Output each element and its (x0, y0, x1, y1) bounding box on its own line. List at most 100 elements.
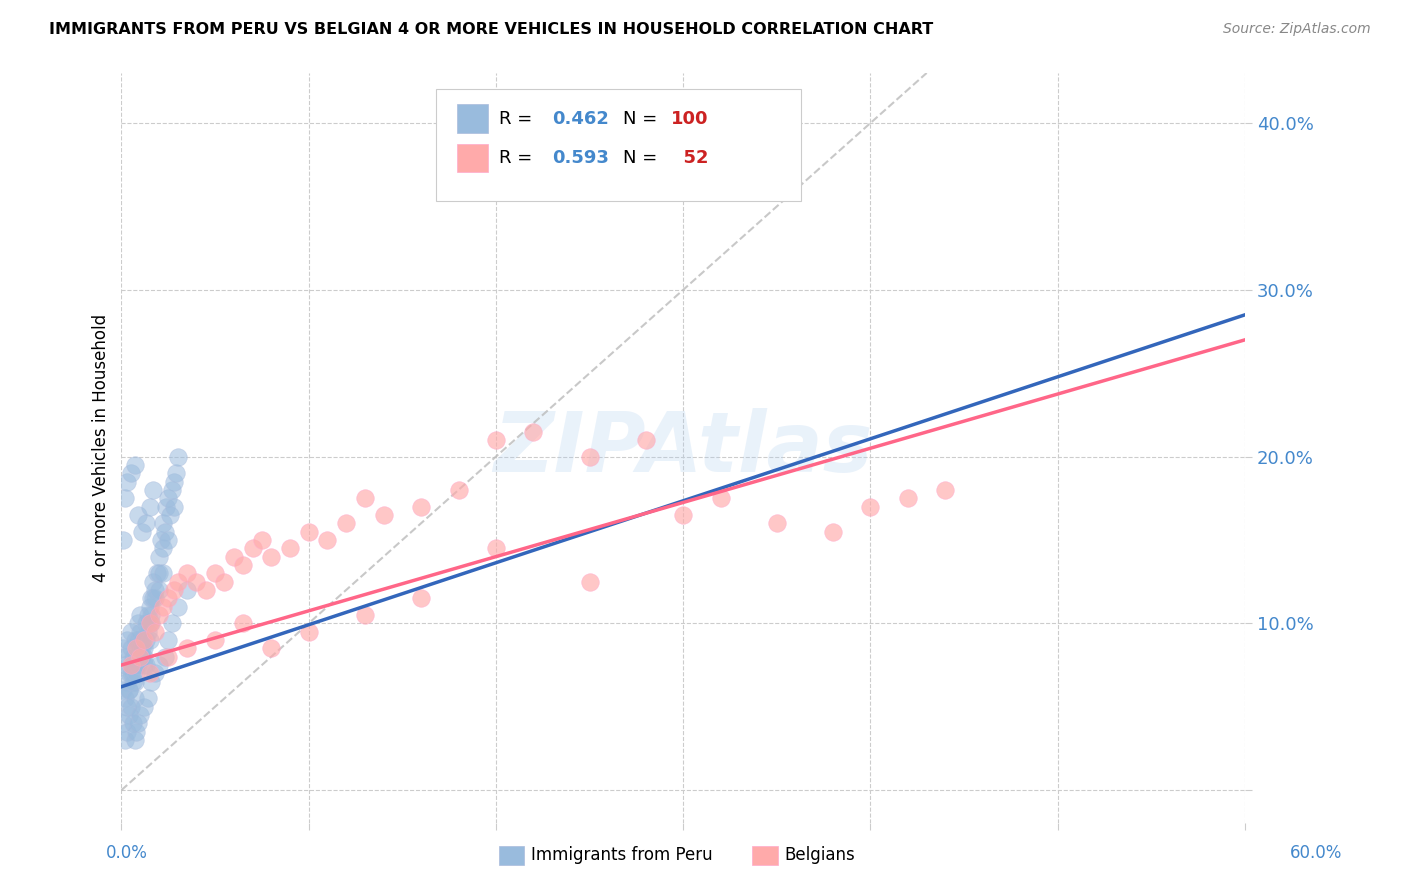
Point (124, 733, 146, 747)
Text: 60.0%: 60.0% (1291, 844, 1343, 862)
Point (112, 533, 135, 547)
Point (166, 450, 188, 464)
Point (278, 541, 301, 556)
Point (121, 674, 143, 689)
Point (142, 591, 165, 606)
Point (204, 566, 226, 581)
Point (163, 582, 186, 597)
Point (131, 524, 153, 539)
Point (176, 566, 198, 581)
Point (242, 541, 264, 556)
Point (136, 691, 159, 706)
Point (121, 666, 143, 681)
Point (124, 633, 146, 648)
Point (127, 658, 149, 673)
Point (118, 683, 141, 698)
Point (115, 699, 138, 714)
Point (120, 699, 142, 714)
Point (141, 607, 163, 622)
Point (125, 649, 148, 664)
Point (176, 641, 198, 656)
Point (115, 724, 138, 739)
Text: Belgians: Belgians (785, 846, 855, 863)
Point (114, 733, 136, 747)
Point (118, 683, 141, 698)
Text: N =: N = (623, 110, 662, 128)
Point (250, 533, 273, 547)
Point (373, 508, 395, 522)
Point (578, 574, 600, 589)
Point (138, 616, 160, 631)
Point (142, 574, 165, 589)
Point (120, 658, 142, 673)
Point (138, 666, 160, 681)
Point (766, 516, 789, 531)
Point (485, 433, 508, 447)
Point (112, 716, 135, 731)
Point (132, 633, 155, 648)
Point (578, 450, 600, 464)
Text: 0.462: 0.462 (553, 110, 609, 128)
Point (127, 616, 149, 631)
Point (120, 467, 142, 481)
Point (114, 649, 136, 664)
Point (163, 500, 186, 514)
Point (194, 582, 217, 597)
Point (112, 683, 135, 698)
Point (143, 666, 166, 681)
Point (129, 624, 152, 639)
Text: 100: 100 (671, 110, 709, 128)
Text: Source: ZipAtlas.com: Source: ZipAtlas.com (1223, 22, 1371, 37)
Point (354, 607, 377, 622)
Point (447, 483, 470, 497)
Point (409, 500, 432, 514)
Point (316, 533, 339, 547)
Point (127, 633, 149, 648)
Point (124, 458, 146, 472)
Point (118, 708, 141, 723)
Point (120, 658, 142, 673)
Point (186, 574, 208, 589)
Point (114, 658, 136, 673)
Point (127, 508, 149, 522)
Point (354, 491, 377, 506)
Point (141, 674, 163, 689)
Point (135, 516, 157, 531)
Point (135, 633, 157, 648)
Point (335, 516, 357, 531)
Text: IMMIGRANTS FROM PERU VS BELGIAN 4 OR MORE VEHICLES IN HOUSEHOLD CORRELATION CHAR: IMMIGRANTS FROM PERU VS BELGIAN 4 OR MOR… (49, 22, 934, 37)
Point (166, 574, 188, 589)
Point (148, 549, 170, 564)
Point (148, 607, 170, 622)
Point (159, 508, 181, 522)
Point (129, 708, 152, 723)
Point (146, 566, 169, 581)
Point (124, 691, 146, 706)
Point (232, 558, 254, 572)
Point (135, 616, 157, 631)
Point (141, 616, 163, 631)
Y-axis label: 4 or more Vehicles in Household: 4 or more Vehicles in Household (93, 314, 110, 582)
Point (138, 500, 160, 514)
Point (153, 649, 176, 664)
Point (136, 624, 159, 639)
Point (859, 500, 882, 514)
Text: R =: R = (499, 110, 538, 128)
Point (897, 491, 920, 506)
Point (148, 566, 170, 581)
Point (155, 500, 177, 514)
Point (115, 475, 138, 489)
Point (157, 591, 180, 606)
Point (125, 641, 148, 656)
Point (204, 633, 226, 648)
Point (166, 599, 188, 614)
Point (149, 533, 172, 547)
Text: 0.593: 0.593 (553, 149, 609, 167)
Point (148, 658, 170, 673)
Point (115, 674, 138, 689)
Point (298, 524, 321, 539)
Point (132, 699, 155, 714)
Point (138, 616, 160, 631)
Point (157, 633, 180, 648)
Point (222, 549, 245, 564)
